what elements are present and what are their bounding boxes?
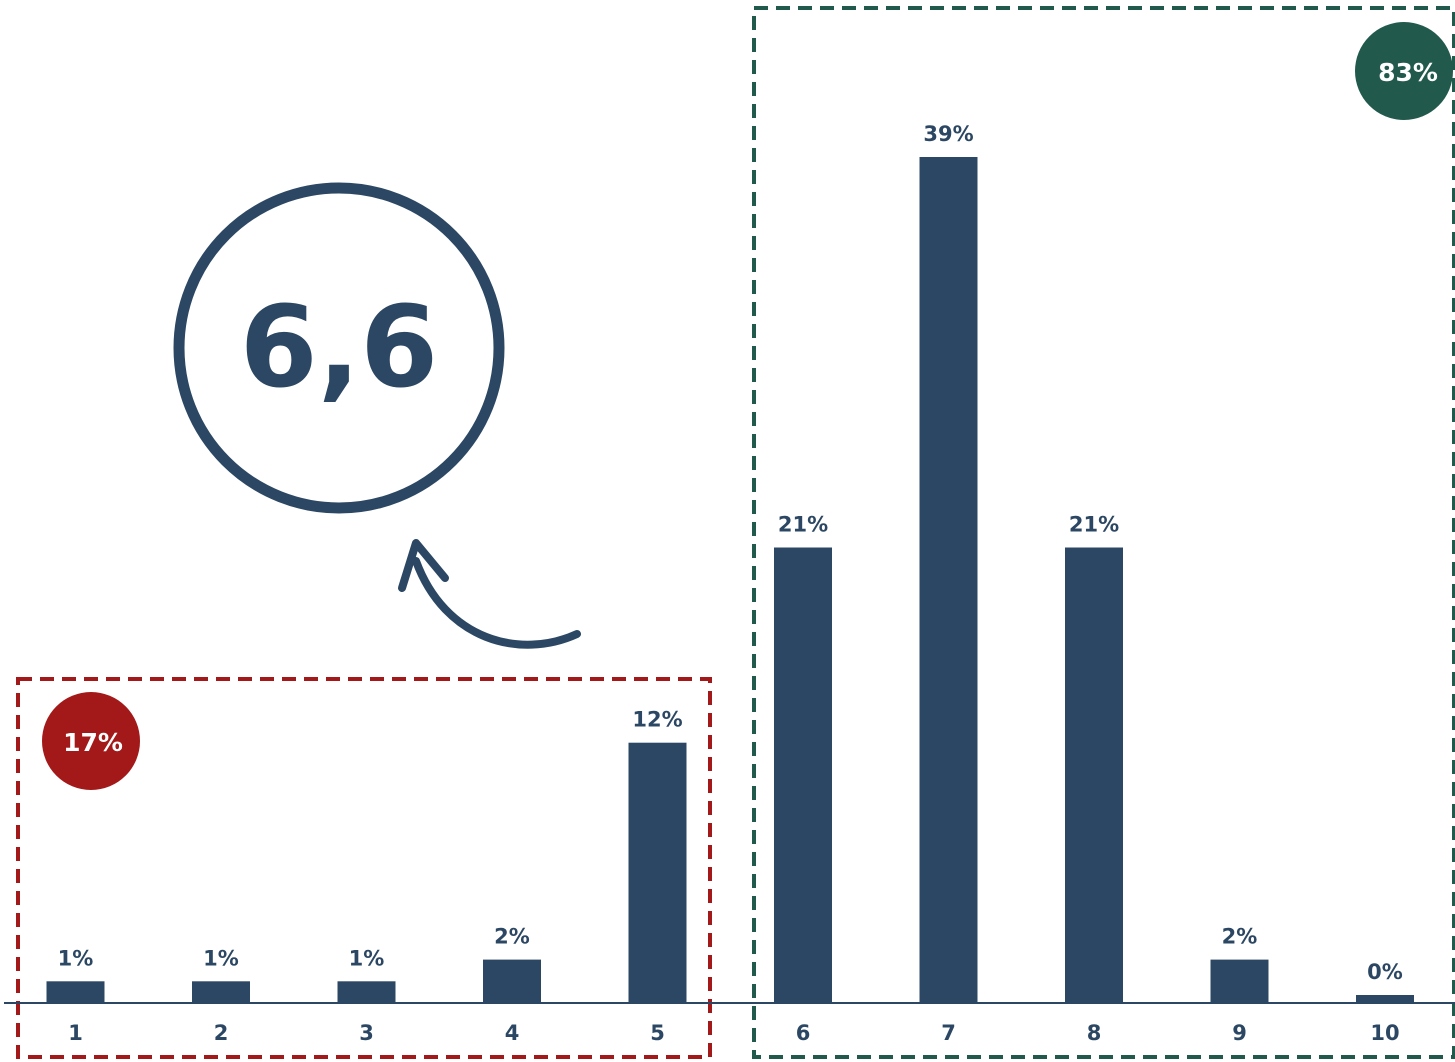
bar-3 <box>337 981 396 1003</box>
x-tick-label-6: 6 <box>796 1021 811 1045</box>
bar-5 <box>628 742 687 1003</box>
curved-arrow-icon <box>398 539 581 649</box>
x-tick-labels-group: 1 2 3 4 5 6 7 8 9 10 <box>68 1021 1399 1045</box>
bar-10 <box>1356 995 1414 1003</box>
bar-value-label-2: 1% <box>203 946 239 970</box>
bar-value-label-7: 39% <box>923 122 973 146</box>
x-tick-label-9: 9 <box>1232 1021 1247 1045</box>
mean-score-badge: 6,6 <box>173 182 505 514</box>
x-tick-label-3: 3 <box>359 1021 374 1045</box>
x-tick-label-5: 5 <box>650 1021 665 1045</box>
low-group-share-label: 17% <box>63 728 123 757</box>
x-tick-label-1: 1 <box>68 1021 83 1045</box>
bar-1 <box>46 981 105 1003</box>
mean-score-value: 6,6 <box>240 283 438 413</box>
bar-value-label-6: 21% <box>778 513 828 537</box>
bar-9 <box>1210 959 1269 1003</box>
x-tick-label-4: 4 <box>505 1021 520 1045</box>
bar-value-label-1: 1% <box>58 946 94 970</box>
high-group-share-badge: 83% <box>1355 22 1453 120</box>
bar-4 <box>483 959 541 1003</box>
low-score-group-box <box>16 677 712 1059</box>
bars-group <box>46 157 1414 1003</box>
bar-7 <box>919 157 978 1003</box>
high-group-share-label: 83% <box>1378 58 1438 87</box>
x-tick-label-8: 8 <box>1087 1021 1102 1045</box>
bar-value-label-10: 0% <box>1367 960 1403 984</box>
x-tick-label-2: 2 <box>214 1021 229 1045</box>
low-group-share-badge: 17% <box>42 692 140 790</box>
bar-value-label-3: 1% <box>349 946 385 970</box>
bar-value-label-4: 2% <box>494 925 530 949</box>
bar-2 <box>192 981 250 1003</box>
bar-value-label-8: 21% <box>1069 513 1119 537</box>
x-tick-label-10: 10 <box>1370 1021 1399 1045</box>
bar-value-label-5: 12% <box>632 708 682 732</box>
bar-6 <box>774 547 832 1003</box>
bar-value-label-9: 2% <box>1222 925 1258 949</box>
x-tick-label-7: 7 <box>941 1021 956 1045</box>
value-labels-group: 1% 1% 1% 2% 12% 21% 39% 21% 2% 0% <box>58 122 1403 984</box>
high-score-group-box <box>752 6 1455 1059</box>
bar-8 <box>1065 547 1123 1003</box>
